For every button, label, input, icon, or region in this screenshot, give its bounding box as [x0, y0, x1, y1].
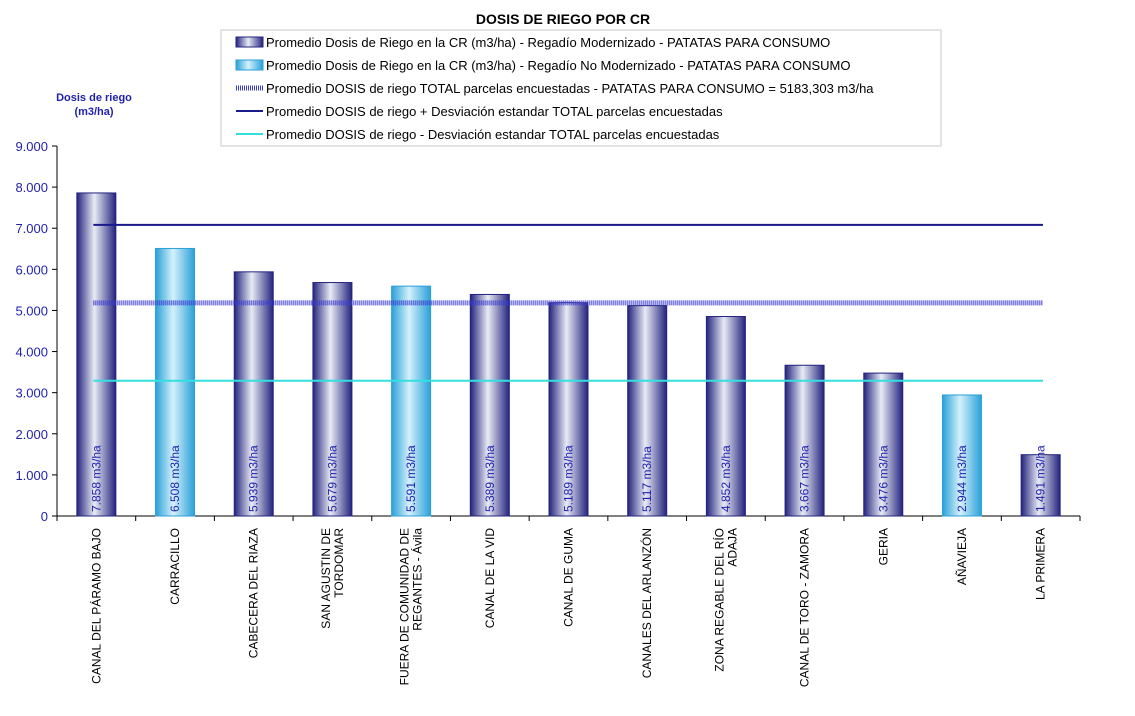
x-tick-label: CANAL DE TORO - ZAMORA	[798, 528, 812, 687]
x-tick-label: FUERA DE COMUNIDAD DE	[398, 528, 412, 685]
data-label: 6.508 m3/ha	[168, 445, 182, 512]
data-label: 3.476 m3/ha	[876, 445, 890, 512]
legend-swatch-modernizado	[235, 36, 264, 48]
x-tick-label: CANALES DEL ARLANZÓN	[639, 528, 654, 678]
legend-label: Promedio Dosis de Riego en la CR (m3/ha)…	[266, 58, 851, 73]
legend-label: Promedio DOSIS de riego TOTAL parcelas e…	[266, 81, 874, 96]
legend-item: Promedio DOSIS de riego + Desviación est…	[236, 104, 723, 119]
x-tick-label: CABECERA DEL RIAZA	[247, 528, 261, 658]
x-tick-label: CANAL DEL PÁRAMO BAJO	[88, 528, 103, 684]
y-tick-label: 1.000	[15, 468, 48, 483]
data-label: 5.389 m3/ha	[483, 445, 497, 512]
y-tick-label: 5.000	[15, 303, 48, 318]
legend-label: Promedio DOSIS de riego + Desviación est…	[266, 104, 723, 119]
bar-modernizado	[233, 271, 274, 517]
bar-modernizado	[1020, 454, 1061, 517]
y-tick-label: 4.000	[15, 345, 48, 360]
y-tick-label: 0	[41, 509, 48, 524]
legend-item: Promedio Dosis de Riego en la CR (m3/ha)…	[235, 58, 851, 73]
data-label: 1.491 m3/ha	[1034, 445, 1048, 512]
bar-modernizado	[705, 316, 746, 517]
x-tick-label: GERIA	[876, 528, 890, 565]
chart-title: DOSIS DE RIEGO POR CR	[476, 11, 650, 27]
data-label: 5.939 m3/ha	[247, 445, 261, 512]
legend-label: Promedio DOSIS de riego - Desviación est…	[266, 127, 720, 142]
data-label: 5.117 m3/ha	[640, 446, 654, 512]
x-tick-label: SAN AGUSTIN DE	[319, 528, 333, 629]
data-label: 5.591 m3/ha	[404, 445, 418, 512]
legend: Promedio Dosis de Riego en la CR (m3/ha)…	[220, 29, 942, 147]
bar-modernizado	[627, 305, 668, 517]
x-tick-label: TORDOMAR	[332, 528, 346, 598]
legend-box	[220, 29, 942, 147]
x-tick-label: ADAJA	[725, 528, 739, 567]
x-tick-label: ZONA REGABLE DEL RÍO	[711, 528, 726, 672]
bar-modernizado	[312, 282, 353, 517]
bar-modernizado	[76, 192, 117, 517]
bar-no-modernizado	[941, 394, 982, 517]
y-tick-label: 2.000	[15, 427, 48, 442]
legend-swatch-no-modernizado	[235, 59, 264, 71]
bar-modernizado	[469, 293, 510, 517]
data-label: 2.944 m3/ha	[955, 445, 969, 512]
y-tick-label: 6.000	[15, 262, 48, 277]
data-label: 5.679 m3/ha	[325, 445, 339, 512]
legend-item: Promedio DOSIS de riego - Desviación est…	[236, 127, 720, 142]
y-tick-label: 8.000	[15, 180, 48, 195]
legend-label: Promedio Dosis de Riego en la CR (m3/ha)…	[266, 35, 830, 50]
plot-area: 0 1.000 2.000 3.000 4.000 5.000 6.000 7.000 8.00…	[15, 139, 1081, 687]
y-axis-label-line1: Dosis de riego	[56, 92, 132, 104]
y-tick-label: 3.000	[15, 386, 48, 401]
y-tick-label: 7.000	[15, 221, 48, 236]
x-tick-label: REGANTES - Ávila	[410, 528, 425, 631]
bar-modernizado	[784, 364, 825, 517]
bar-no-modernizado	[155, 247, 196, 517]
data-label: 3.667 m3/ha	[798, 445, 812, 512]
x-tick-label: CANAL DE LA VID	[483, 528, 497, 629]
bar-no-modernizado	[391, 285, 432, 517]
x-tick-label: AÑAVIEJA	[955, 528, 969, 585]
y-axis-label-line2: (m3/ha)	[74, 106, 113, 118]
x-tick-label: LA PRIMERA	[1034, 528, 1048, 600]
data-label: 5.189 m3/ha	[562, 445, 576, 512]
data-label: 4.852 m3/ha	[719, 445, 733, 512]
legend-item: Promedio Dosis de Riego en la CR (m3/ha)…	[235, 35, 830, 50]
legend-item: Promedio DOSIS de riego TOTAL parcelas e…	[236, 81, 874, 96]
x-tick-label: CARRACILLO	[168, 528, 182, 605]
data-label: 7.858 m3/ha	[89, 445, 103, 512]
bar-modernizado	[548, 302, 589, 517]
y-tick-label: 9.000	[15, 139, 48, 154]
bar-modernizado	[863, 372, 904, 517]
x-tick-label: CANAL DE GUMA	[562, 528, 576, 627]
